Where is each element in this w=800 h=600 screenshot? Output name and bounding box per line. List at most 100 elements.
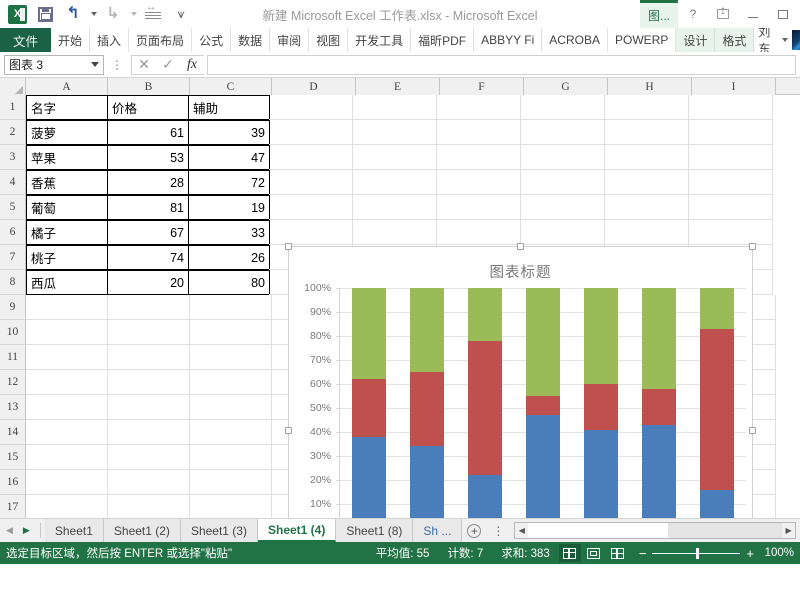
zoom-level-label[interactable]: 100%: [764, 547, 794, 559]
sheet-tab[interactable]: Sheet1 (4): [257, 519, 337, 542]
tab-formulas[interactable]: 公式: [192, 28, 232, 52]
cell-B5[interactable]: 81: [107, 195, 189, 220]
row-header-9[interactable]: 9: [0, 295, 26, 320]
insert-function-icon[interactable]: fx: [186, 56, 198, 72]
stacked-bar[interactable]: [468, 288, 502, 518]
row-header-6[interactable]: 6: [0, 220, 26, 245]
resize-handle-ne[interactable]: [749, 243, 756, 250]
minimize-icon[interactable]: [738, 0, 768, 28]
cell-C15[interactable]: [190, 445, 272, 470]
zoom-out-button[interactable]: −: [638, 545, 647, 561]
cell-C5[interactable]: 19: [188, 195, 270, 220]
cell-A5[interactable]: 葡萄: [26, 195, 108, 220]
cell-A14[interactable]: [26, 420, 108, 445]
row-header-11[interactable]: 11: [0, 345, 26, 370]
cell-C7[interactable]: 26: [188, 245, 270, 270]
column-header-F[interactable]: F: [440, 78, 524, 95]
row-header-17[interactable]: 17: [0, 495, 26, 518]
cell-I4[interactable]: [689, 170, 773, 195]
tab-file[interactable]: 文件: [0, 28, 52, 52]
cell-C1[interactable]: 辅助: [188, 95, 270, 120]
cell-A10[interactable]: [26, 320, 108, 345]
cell-I5[interactable]: [689, 195, 773, 220]
resize-handle-n[interactable]: [516, 243, 524, 250]
bar-segment[interactable]: [352, 379, 386, 437]
scrollbar-thumb[interactable]: [528, 523, 668, 538]
bar-segment[interactable]: [584, 429, 618, 518]
cell-C4[interactable]: 72: [188, 170, 270, 195]
cell-F3[interactable]: [437, 145, 521, 170]
select-all-corner[interactable]: [0, 78, 26, 95]
cell-E2[interactable]: [353, 120, 437, 145]
cell-I17[interactable]: [692, 495, 776, 518]
bar-group[interactable]: [456, 288, 514, 518]
cell-I2[interactable]: [689, 120, 773, 145]
cell-E4[interactable]: [353, 170, 437, 195]
cell-D2[interactable]: [269, 120, 353, 145]
column-header-H[interactable]: H: [608, 78, 692, 95]
bar-segment[interactable]: [410, 372, 444, 447]
bar-segment[interactable]: [526, 396, 560, 416]
tab-page-layout[interactable]: 页面布局: [129, 28, 193, 52]
cell-E3[interactable]: [353, 145, 437, 170]
resize-handle-e[interactable]: [749, 427, 756, 434]
cell-E5[interactable]: [353, 195, 437, 220]
restore-icon[interactable]: [768, 0, 798, 28]
ribbon-display-options-icon[interactable]: [708, 0, 738, 28]
user-account-area[interactable]: 刘东: [754, 28, 800, 52]
page-break-icon[interactable]: [607, 544, 629, 562]
cell-G5[interactable]: [521, 195, 605, 220]
cell-E1[interactable]: [353, 95, 437, 120]
cell-B9[interactable]: [108, 295, 190, 320]
cell-B10[interactable]: [108, 320, 190, 345]
scroll-right-icon[interactable]: ▶: [782, 523, 795, 538]
column-header-A[interactable]: A: [26, 78, 108, 95]
add-sheet-button[interactable]: +: [462, 519, 486, 542]
cell-D3[interactable]: [269, 145, 353, 170]
cell-H1[interactable]: [605, 95, 689, 120]
scrollbar-track[interactable]: [667, 523, 783, 538]
cell-B11[interactable]: [108, 345, 190, 370]
cell-C2[interactable]: 39: [188, 120, 270, 145]
bar-group[interactable]: [340, 288, 398, 518]
bar-segment[interactable]: [352, 288, 386, 380]
sheet-tab[interactable]: Sheet1 (8): [336, 519, 414, 542]
bar-segment[interactable]: [526, 288, 560, 397]
sheet-overflow-icon[interactable]: ⋮: [492, 523, 505, 538]
cell-C6[interactable]: 33: [188, 220, 270, 245]
row-header-2[interactable]: 2: [0, 120, 26, 145]
bar-segment[interactable]: [700, 489, 734, 518]
column-header-D[interactable]: D: [272, 78, 356, 95]
tab-powerpivot[interactable]: POWERP: [608, 28, 677, 52]
status-count[interactable]: 计数: 7: [447, 548, 484, 560]
cell-A13[interactable]: [26, 395, 108, 420]
cell-G2[interactable]: [521, 120, 605, 145]
stacked-bar[interactable]: [584, 288, 618, 518]
undo-icon[interactable]: ↰: [66, 5, 80, 22]
sheet-tab[interactable]: Sheet1: [44, 519, 104, 542]
cell-A1[interactable]: 名字: [26, 95, 108, 120]
cell-C12[interactable]: [190, 370, 272, 395]
cell-D6[interactable]: [269, 220, 353, 245]
cell-A11[interactable]: [26, 345, 108, 370]
cell-C3[interactable]: 47: [188, 145, 270, 170]
bar-group[interactable]: [514, 288, 572, 518]
chart-object[interactable]: 图表标题 100%90%80%70%60%50%40%30%20%10%0% 菠…: [285, 243, 756, 518]
row-header-8[interactable]: 8: [0, 270, 26, 295]
row-header-10[interactable]: 10: [0, 320, 26, 345]
status-average[interactable]: 平均值: 55: [375, 548, 430, 560]
bar-segment[interactable]: [352, 436, 386, 518]
cell-F4[interactable]: [437, 170, 521, 195]
bar-segment[interactable]: [642, 424, 676, 518]
cell-A8[interactable]: 西瓜: [26, 270, 108, 295]
status-sum[interactable]: 求和: 383: [501, 548, 550, 560]
cell-H4[interactable]: [605, 170, 689, 195]
cell-B13[interactable]: [108, 395, 190, 420]
cell-E6[interactable]: [353, 220, 437, 245]
cell-B12[interactable]: [108, 370, 190, 395]
tab-data[interactable]: 数据: [231, 28, 271, 52]
cell-C9[interactable]: [190, 295, 272, 320]
cell-D5[interactable]: [269, 195, 353, 220]
redo-icon[interactable]: ↳: [106, 5, 120, 22]
zoom-slider-thumb[interactable]: [696, 547, 700, 559]
